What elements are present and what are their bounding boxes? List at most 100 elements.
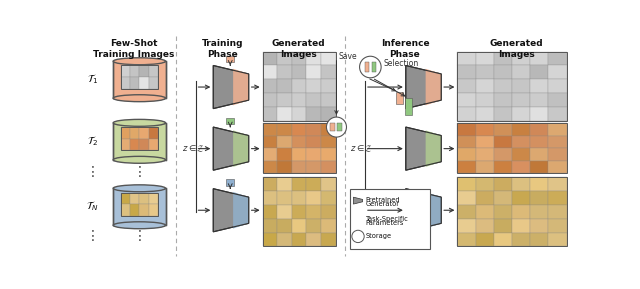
Polygon shape — [233, 69, 249, 105]
Bar — [121, 66, 158, 89]
Bar — [512, 52, 531, 66]
Text: Generated
Images: Generated Images — [272, 39, 326, 59]
Bar — [262, 177, 277, 191]
Bar — [531, 161, 548, 173]
Polygon shape — [406, 189, 441, 232]
Text: $\mathcal{T}_1$: $\mathcal{T}_1$ — [86, 73, 98, 86]
Polygon shape — [426, 69, 441, 105]
Bar — [262, 177, 336, 247]
Bar — [277, 107, 292, 121]
Bar — [307, 79, 321, 93]
Bar — [307, 191, 321, 205]
Bar — [512, 161, 531, 173]
Polygon shape — [406, 66, 441, 109]
Text: $\mathcal{T}_2$: $\mathcal{T}_2$ — [87, 134, 98, 148]
Bar — [321, 66, 336, 79]
Bar — [321, 136, 336, 148]
Circle shape — [326, 117, 346, 137]
Bar — [330, 123, 335, 131]
Bar — [494, 136, 512, 148]
Bar — [321, 148, 336, 161]
Ellipse shape — [113, 156, 166, 163]
Bar — [277, 123, 292, 136]
Bar — [130, 192, 140, 204]
Bar — [548, 123, 566, 136]
Bar — [494, 161, 512, 173]
Bar — [476, 107, 494, 121]
Bar — [458, 52, 476, 66]
Ellipse shape — [113, 58, 166, 65]
Bar — [548, 161, 566, 173]
Bar — [292, 79, 307, 93]
Bar — [277, 52, 292, 66]
Bar — [531, 107, 548, 121]
Bar — [130, 127, 140, 139]
Bar — [359, 216, 363, 224]
Polygon shape — [406, 127, 441, 170]
Ellipse shape — [113, 185, 166, 192]
Bar — [277, 66, 292, 79]
Bar — [262, 123, 336, 173]
Bar — [225, 118, 234, 124]
Bar — [548, 205, 566, 219]
Bar — [321, 177, 336, 191]
Bar — [140, 192, 148, 204]
Bar — [512, 66, 531, 79]
Bar — [337, 123, 342, 131]
Bar — [512, 136, 531, 148]
Bar — [512, 123, 531, 136]
Bar — [531, 191, 548, 205]
Bar — [262, 123, 277, 136]
Bar — [512, 205, 531, 219]
Bar — [321, 219, 336, 233]
Bar — [458, 52, 566, 121]
Bar — [121, 127, 130, 139]
Bar — [548, 148, 566, 161]
Bar — [292, 191, 307, 205]
Bar — [494, 52, 512, 66]
Polygon shape — [233, 192, 249, 229]
Bar — [349, 189, 431, 249]
Circle shape — [360, 56, 381, 78]
Bar — [292, 52, 307, 66]
Bar — [494, 177, 512, 191]
Bar — [494, 123, 512, 136]
Bar — [458, 93, 476, 107]
Bar — [396, 92, 403, 104]
Bar — [307, 177, 321, 191]
Bar — [292, 136, 307, 148]
Bar — [458, 66, 476, 79]
Bar — [353, 216, 357, 224]
Bar — [307, 205, 321, 219]
Text: Save: Save — [338, 52, 356, 61]
Bar — [225, 179, 234, 186]
Bar — [531, 205, 548, 219]
Bar — [307, 123, 321, 136]
Bar — [321, 205, 336, 219]
Bar — [307, 66, 321, 79]
Bar — [321, 191, 336, 205]
Bar — [531, 148, 548, 161]
Ellipse shape — [113, 222, 166, 229]
Bar — [476, 161, 494, 173]
Bar — [548, 136, 566, 148]
Bar — [130, 66, 140, 77]
Circle shape — [352, 230, 364, 242]
Bar — [292, 123, 307, 136]
Text: Few-Shot
Training Images: Few-Shot Training Images — [93, 39, 175, 59]
Bar — [307, 107, 321, 121]
Bar — [130, 204, 140, 216]
Bar — [458, 123, 476, 136]
Bar — [121, 127, 158, 150]
Bar — [292, 161, 307, 173]
Bar — [365, 62, 369, 72]
Bar — [321, 161, 336, 173]
Text: Selection: Selection — [383, 60, 419, 68]
Bar — [531, 233, 548, 247]
Bar — [321, 93, 336, 107]
Bar — [321, 52, 336, 66]
Bar — [262, 136, 277, 148]
Bar — [476, 191, 494, 205]
Bar — [277, 219, 292, 233]
Bar — [130, 139, 140, 150]
